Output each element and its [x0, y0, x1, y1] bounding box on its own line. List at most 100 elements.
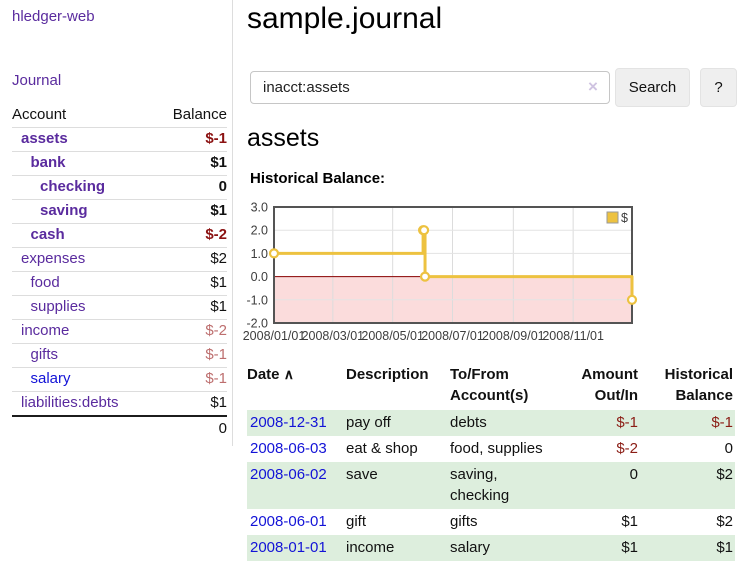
transaction-date-link[interactable]: 2008-01-01 — [250, 539, 327, 556]
account-balance: $1 — [210, 202, 227, 219]
accounts-table-body: assets $-1 bank $1 checking 0 saving $1 cash $-2 e… — [12, 128, 227, 416]
account-link[interactable]: liabilities:debts — [21, 394, 119, 411]
account-balance: $1 — [210, 298, 227, 315]
transaction-balance: $2 — [716, 513, 733, 530]
accounts-balance-table: Account Balance assets $-1 bank $1 checking 0… — [12, 103, 227, 440]
balance-column-header-register: Historical Balance — [664, 366, 733, 404]
transaction-balance: $2 — [716, 466, 733, 483]
transaction-amount: 0 — [629, 466, 638, 483]
account-row: bank $1 — [12, 152, 227, 176]
account-row: checking 0 — [12, 176, 227, 200]
account-link[interactable]: checking — [40, 178, 106, 195]
search-input[interactable] — [250, 71, 610, 104]
clear-search-icon[interactable]: × — [588, 77, 598, 96]
svg-text:-1.0: -1.0 — [246, 293, 268, 307]
transaction-accounts: debts — [450, 414, 487, 431]
register-table-body: 2008-12-31 pay off debts $-1 $-1 2008-06-03 ea… — [247, 410, 735, 561]
account-link[interactable]: bank — [30, 154, 66, 171]
transaction-description: eat & shop — [346, 440, 418, 457]
account-row: assets $-1 — [12, 128, 227, 152]
transaction-date-link[interactable]: 2008-06-02 — [250, 466, 327, 483]
svg-text:0.0: 0.0 — [251, 270, 268, 284]
description-column-header: Description — [346, 366, 429, 383]
transaction-row: 2008-06-02 save saving, checking 0 $2 — [247, 462, 735, 509]
transaction-balance: $1 — [716, 539, 733, 556]
account-row: supplies $1 — [12, 296, 227, 320]
account-link[interactable]: salary — [30, 370, 71, 387]
svg-text:2008/09/01: 2008/09/01 — [482, 329, 545, 343]
account-row: cash $-2 — [12, 224, 227, 248]
transaction-amount: $-1 — [616, 414, 638, 431]
svg-text:2008/07/01: 2008/07/01 — [421, 329, 484, 343]
account-link[interactable]: cash — [30, 226, 65, 243]
transaction-description: income — [346, 539, 395, 556]
account-link[interactable]: gifts — [30, 346, 59, 363]
account-link[interactable]: assets — [21, 130, 68, 147]
svg-text:1.0: 1.0 — [251, 247, 268, 261]
transaction-description: gift — [346, 513, 367, 530]
app-title-link[interactable]: hledger-web — [12, 8, 95, 25]
transaction-date-link[interactable]: 2008-12-31 — [250, 414, 327, 431]
svg-text:$: $ — [621, 211, 628, 225]
transaction-row: 2008-06-01 gift gifts $1 $2 — [247, 509, 735, 535]
transaction-row: 2008-01-01 income salary $1 $1 — [247, 535, 735, 561]
account-link[interactable]: supplies — [30, 298, 86, 315]
transaction-accounts: food, supplies — [450, 440, 543, 457]
accounts-total-value: 0 — [218, 420, 227, 437]
transaction-description: save — [346, 466, 378, 483]
historical-balance-chart: 3.0 2.0 1.0 0.0 -1.0 -2.02008/01/012008/03/01… — [243, 201, 638, 343]
account-balance: $-1 — [205, 346, 227, 363]
account-row: saving $1 — [12, 200, 227, 224]
transaction-accounts: gifts — [450, 513, 478, 530]
account-link[interactable]: expenses — [21, 250, 86, 267]
account-heading: assets — [247, 124, 320, 152]
accounts-total-spacer — [12, 416, 154, 440]
date-column-header[interactable]: Date ∧ — [247, 362, 346, 410]
account-link[interactable]: saving — [40, 202, 88, 219]
account-balance: $-1 — [205, 370, 227, 387]
svg-text:2008/11/01: 2008/11/01 — [542, 329, 604, 343]
account-row: salary $-1 — [12, 368, 227, 392]
accounts-table-header: Account Balance — [12, 103, 227, 128]
account-balance: $1 — [210, 394, 227, 411]
register-table: Date ∧ Description To/From Account(s) Am… — [247, 362, 735, 561]
account-link[interactable]: income — [21, 322, 70, 339]
accounts-total-row: 0 — [12, 416, 227, 440]
help-button[interactable]: ? — [700, 68, 737, 107]
balance-column-header: Balance — [172, 106, 227, 123]
amount-column-header: Amount Out/In — [581, 366, 638, 404]
transaction-balance: $-1 — [711, 414, 733, 431]
account-balance: $-2 — [205, 322, 227, 339]
svg-text:2008/03/01: 2008/03/01 — [302, 329, 365, 343]
account-row: gifts $-1 — [12, 344, 227, 368]
transaction-balance: 0 — [724, 440, 733, 457]
page-title: sample.journal — [247, 2, 443, 35]
account-row: food $1 — [12, 272, 227, 296]
account-balance: 0 — [218, 178, 227, 195]
sidebar-item-journal[interactable]: Journal — [12, 72, 62, 89]
accounts-column-header: To/From Account(s) — [450, 366, 529, 404]
account-balance: $-1 — [205, 130, 227, 147]
transaction-accounts: saving, checking — [450, 466, 510, 504]
transaction-accounts: salary — [450, 539, 491, 556]
account-row: liabilities:debts $1 — [12, 392, 227, 416]
chart-title: Historical Balance: — [250, 170, 386, 187]
sort-ascending-icon: ∧ — [283, 366, 294, 382]
account-row: expenses $2 — [12, 248, 227, 272]
register-header-row: Date ∧ Description To/From Account(s) Am… — [247, 362, 735, 410]
account-column-header: Account — [12, 106, 67, 123]
svg-text:-2.0: -2.0 — [246, 317, 268, 331]
account-balance: $1 — [210, 274, 227, 291]
date-header-label: Date — [247, 366, 280, 383]
transaction-description: pay off — [346, 414, 391, 431]
account-link[interactable]: food — [30, 274, 60, 291]
svg-text:3.0: 3.0 — [251, 201, 268, 215]
transaction-date-link[interactable]: 2008-06-01 — [250, 513, 327, 530]
transaction-amount: $1 — [621, 513, 638, 530]
transaction-amount: $1 — [621, 539, 638, 556]
search-button[interactable]: Search — [615, 68, 690, 107]
svg-text:2.0: 2.0 — [251, 224, 268, 238]
transaction-date-link[interactable]: 2008-06-03 — [250, 440, 327, 457]
account-balance: $2 — [210, 250, 227, 267]
account-balance: $1 — [210, 154, 227, 171]
